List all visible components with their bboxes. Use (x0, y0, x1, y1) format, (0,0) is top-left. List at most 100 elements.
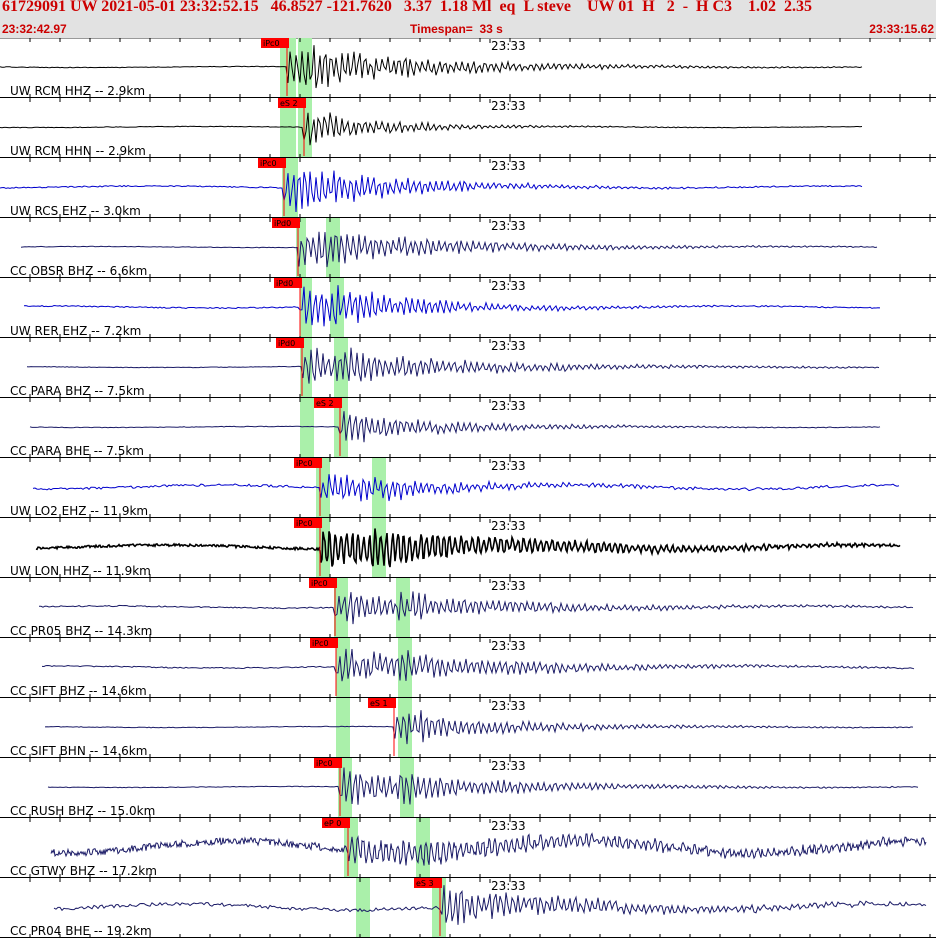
p-window (296, 218, 306, 278)
s-window (326, 218, 340, 278)
trace-row[interactable]: 23:33 eP 0 CC GTWY BHZ -- 17.2km (0, 818, 936, 878)
waveform (0, 170, 863, 213)
waveform (20, 231, 878, 268)
channel-label: UW RCS EHZ -- 3.0km (10, 204, 141, 218)
pick-label: iPc0 (296, 459, 313, 468)
pick-label: iPc0 (312, 639, 329, 648)
channel-label: CC OBSR BHZ -- 6.6km (10, 264, 147, 278)
minute-label: 23:33 (491, 459, 526, 473)
p-window (334, 578, 348, 638)
channel-label: CC PARA BHZ -- 7.5km (10, 384, 145, 398)
pick-label: iPc0 (260, 159, 277, 168)
minute-label: 23:33 (491, 519, 526, 533)
waveform (44, 710, 914, 745)
waveform (47, 767, 919, 805)
trace-row[interactable]: 23:33 iPc0 CC SIFT BHZ -- 14.6km (0, 638, 936, 698)
waveform (38, 591, 914, 625)
trace-row[interactable]: 23:33 iPc0 CC RUSH BHZ -- 15.0km (0, 758, 936, 818)
pick-label: iPc0 (263, 39, 280, 48)
trace-row[interactable]: 23:33 iPc0 UW LO2 EHZ -- 11.9km (0, 458, 936, 518)
waveform (0, 112, 863, 146)
pick-label: eS 3 (416, 879, 434, 888)
pick-label: iPd0 (274, 219, 291, 228)
p-window (280, 38, 296, 98)
trace-row[interactable]: 23:33 eS 1 CC SIFT BHN -- 14.6km (0, 698, 936, 758)
pick-flag[interactable] (310, 638, 338, 648)
start-time: 23:32:42.97 (2, 22, 67, 36)
waveform (50, 832, 927, 866)
pick-flag[interactable] (272, 218, 300, 228)
s-window (298, 38, 312, 98)
trace-row[interactable]: 23:33 eS 2 CC PARA BHE -- 7.5km (0, 398, 936, 458)
s-window (432, 878, 446, 938)
pick-label: eS 1 (370, 699, 388, 708)
minute-label: 23:33 (491, 39, 526, 53)
pick-flag[interactable] (294, 518, 322, 528)
event-header: 61729091 UW 2021-05-01 23:32:52.15 46.85… (0, 0, 936, 39)
pick-flag[interactable] (368, 698, 396, 708)
pick-label: eS 2 (280, 99, 298, 108)
p-window (336, 698, 350, 758)
s-window (416, 818, 430, 878)
pick-label: iPd0 (278, 339, 295, 348)
trace-row[interactable]: 23:33 eS 3 CC PR04 BHE -- 19.2km (0, 878, 936, 938)
pick-flag[interactable] (258, 158, 286, 168)
pick-flag[interactable] (322, 818, 350, 828)
channel-label: UW RCM HHZ -- 2.9km (10, 84, 145, 98)
pick-flag[interactable] (274, 278, 302, 288)
s-window (400, 758, 414, 818)
minute-label: 23:33 (491, 339, 526, 353)
p-window (356, 878, 370, 938)
minute-label: 23:33 (491, 639, 526, 653)
seismogram-panel[interactable]: 23:33 iPc0 UW RCM HHZ -- 2.9km 23:33 eS 2 UW … (0, 38, 936, 938)
pick-label: iPc0 (316, 759, 333, 768)
channel-label: CC GTWY BHZ -- 17.2km (10, 864, 157, 878)
minute-label: 23:33 (491, 399, 526, 413)
minute-label: 23:33 (491, 279, 526, 293)
channel-label: CC PR04 BHE -- 19.2km (10, 924, 152, 938)
trace-row[interactable]: 23:33 iPd0 CC PARA BHZ -- 7.5km (0, 338, 936, 398)
minute-label: 23:33 (491, 159, 526, 173)
pick-flag[interactable] (261, 38, 289, 48)
pick-flag[interactable] (314, 398, 342, 408)
waveform (23, 285, 881, 327)
trace-row[interactable]: 23:33 iPc0 CC PR05 BHZ -- 14.3km (0, 578, 936, 638)
trace-row[interactable]: 23:33 iPc0 UW RCM HHZ -- 2.9km (0, 38, 936, 98)
minute-label: 23:33 (491, 699, 526, 713)
pick-flag[interactable] (276, 338, 304, 348)
waveform (26, 347, 880, 384)
s-window (398, 698, 412, 758)
waveform (53, 885, 927, 925)
channel-label: CC PR05 BHZ -- 14.3km (10, 624, 152, 638)
pick-flag[interactable] (278, 98, 306, 108)
channel-label: UW RCM HHN -- 2.9km (10, 144, 146, 158)
waveform (41, 648, 915, 682)
channel-label: CC RUSH BHZ -- 15.0km (10, 804, 155, 818)
pick-flag[interactable] (414, 878, 442, 888)
p-window (282, 158, 298, 218)
waveform (35, 528, 901, 568)
trace-row[interactable]: 23:33 eS 2 UW RCM HHN -- 2.9km (0, 98, 936, 158)
end-time: 23:33:15.62 (869, 22, 934, 36)
trace-row[interactable]: 23:33 iPd0 CC OBSR BHZ -- 6.6km (0, 218, 936, 278)
minute-label: 23:33 (491, 219, 526, 233)
waveform (0, 45, 863, 89)
pick-flag[interactable] (314, 758, 342, 768)
event-title: 61729091 UW 2021-05-01 23:32:52.15 46.85… (2, 0, 813, 15)
channel-label: UW RER EHZ -- 7.2km (10, 324, 141, 338)
pick-flag[interactable] (294, 458, 322, 468)
channel-label: CC SIFT BHN -- 14.6km (10, 744, 147, 758)
pick-label: iPc0 (311, 579, 328, 588)
waveform (32, 474, 900, 502)
pick-label: iPc0 (296, 519, 313, 528)
channel-label: UW LO2 EHZ -- 11.9km (10, 504, 148, 518)
channel-label: UW LON HHZ -- 11.9km (10, 564, 151, 578)
minute-label: 23:33 (491, 819, 526, 833)
timespan-label: Timespan= 33 s (410, 22, 503, 36)
trace-row[interactable]: 23:33 iPc0 UW LON HHZ -- 11.9km (0, 518, 936, 578)
pick-flag[interactable] (309, 578, 337, 588)
trace-row[interactable]: 23:33 iPd0 UW RER EHZ -- 7.2km (0, 278, 936, 338)
minute-label: 23:33 (491, 879, 526, 893)
trace-row[interactable]: 23:33 iPc0 UW RCS EHZ -- 3.0km (0, 158, 936, 218)
channel-label: CC PARA BHE -- 7.5km (10, 444, 144, 458)
